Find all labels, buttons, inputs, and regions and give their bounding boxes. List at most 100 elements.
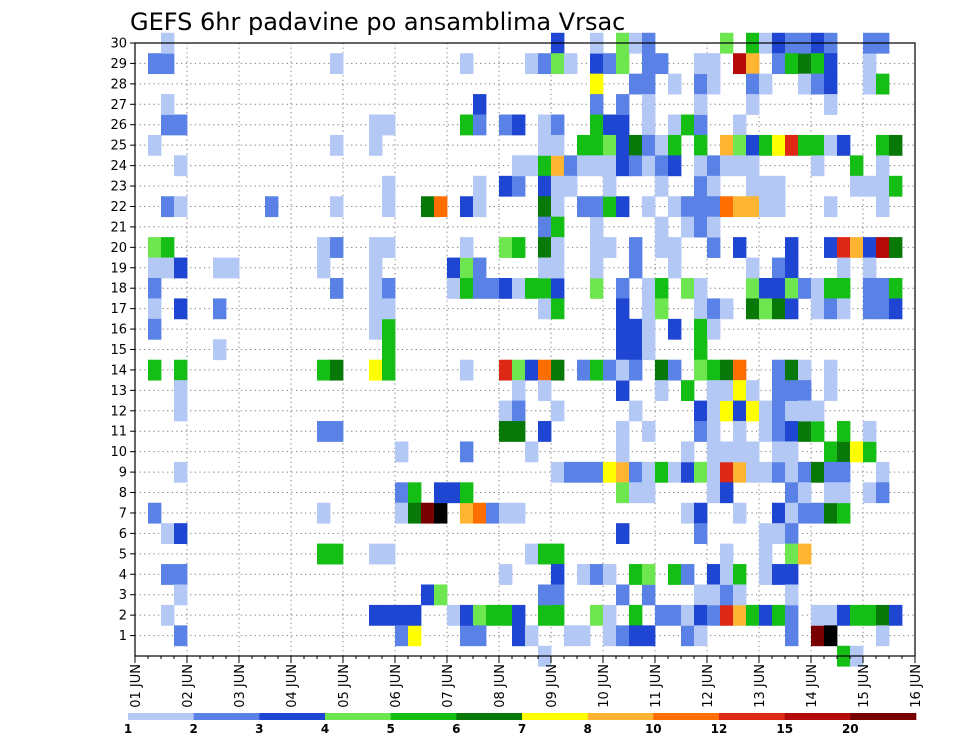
precip-cell xyxy=(590,237,604,258)
precip-cell xyxy=(733,564,747,585)
precip-cell xyxy=(551,461,565,483)
precip-cell xyxy=(681,196,695,218)
precip-cell xyxy=(785,604,799,626)
precip-cell xyxy=(681,114,695,136)
precip-cell xyxy=(382,543,396,565)
precip-cell xyxy=(668,257,682,279)
precip-cell xyxy=(499,421,513,442)
precip-cell xyxy=(434,482,448,504)
precip-cell xyxy=(629,359,643,381)
precip-cell xyxy=(746,175,760,197)
precip-cell xyxy=(837,441,851,463)
precip-cell xyxy=(512,155,526,177)
precip-cell xyxy=(655,134,669,156)
precip-cell xyxy=(772,400,786,422)
precip-cell xyxy=(590,155,604,177)
precip-cell xyxy=(447,257,461,279)
precip-cell xyxy=(668,73,682,95)
precip-cell xyxy=(629,604,643,626)
precip-cell xyxy=(395,502,409,524)
precip-cell xyxy=(447,482,461,504)
precip-cell xyxy=(148,318,162,340)
x-tick-label: 08 JUN xyxy=(493,664,508,708)
precip-cell xyxy=(616,359,630,381)
precip-cell xyxy=(733,400,747,422)
y-tick-label: 16 xyxy=(110,323,127,338)
precip-cell xyxy=(512,114,526,136)
precip-cell xyxy=(174,196,188,218)
precip-cell xyxy=(707,461,721,483)
precip-cell xyxy=(655,298,669,320)
precip-cell xyxy=(668,237,682,258)
precip-cell xyxy=(538,604,552,626)
precip-cell xyxy=(460,482,474,504)
precip-cell xyxy=(733,53,747,75)
precip-cell xyxy=(382,114,396,136)
precip-cell xyxy=(174,380,188,401)
precip-cell xyxy=(798,421,812,442)
precip-cell xyxy=(629,400,643,422)
precip-cell xyxy=(642,421,656,442)
precip-cell xyxy=(616,584,630,606)
precip-cell xyxy=(824,298,838,320)
precip-cell xyxy=(642,73,656,95)
precip-cell xyxy=(551,543,565,565)
legend-swatch xyxy=(850,713,917,720)
precip-cell xyxy=(681,216,695,238)
precip-cell xyxy=(798,482,812,504)
precip-cell xyxy=(551,216,565,238)
y-tick-label: 3 xyxy=(119,588,127,603)
precip-cell xyxy=(629,237,643,258)
precip-cell xyxy=(889,175,903,197)
precip-cell xyxy=(811,155,825,177)
precip-cell xyxy=(330,543,344,565)
precip-cell xyxy=(655,237,669,258)
precip-cell xyxy=(590,53,604,75)
precip-cell xyxy=(551,155,565,177)
precip-cell xyxy=(655,155,669,177)
chart-title: GEFS 6hr padavine po ansamblima Vrsac xyxy=(130,8,625,36)
precip-cell xyxy=(889,134,903,156)
precip-cell xyxy=(382,318,396,340)
precip-cell xyxy=(876,277,890,299)
precip-cell xyxy=(707,359,721,381)
precip-cell xyxy=(759,73,773,95)
precip-cell xyxy=(564,625,578,647)
precip-cell xyxy=(655,53,669,75)
precip-cell xyxy=(694,94,708,115)
precip-cell xyxy=(460,625,474,647)
precip-cell xyxy=(382,604,396,626)
precip-cell xyxy=(785,625,799,647)
y-tick-label: 23 xyxy=(110,180,127,195)
precip-cell xyxy=(616,94,630,115)
precip-cell xyxy=(707,564,721,585)
precip-cell xyxy=(863,237,877,258)
precip-cell xyxy=(681,461,695,483)
precip-cell xyxy=(512,421,526,442)
precip-cell xyxy=(681,604,695,626)
precip-cell xyxy=(824,73,838,95)
precip-cell xyxy=(460,359,474,381)
precip-cell xyxy=(694,134,708,156)
precip-cell xyxy=(681,380,695,401)
precip-cell xyxy=(551,400,565,422)
precip-cell xyxy=(538,216,552,238)
precip-cell xyxy=(668,359,682,381)
precip-cell xyxy=(837,277,851,299)
precip-cell xyxy=(655,380,669,401)
precip-cell xyxy=(551,564,565,585)
precip-cell xyxy=(603,237,617,258)
precip-cell xyxy=(655,604,669,626)
precip-cell xyxy=(785,421,799,442)
precip-cell xyxy=(538,277,552,299)
precip-cell xyxy=(811,298,825,320)
precip-cell xyxy=(395,441,409,463)
precip-cell xyxy=(148,359,162,381)
precip-cell xyxy=(655,175,669,197)
y-tick-label: 8 xyxy=(119,486,127,501)
precip-cell xyxy=(473,257,487,279)
precip-cell xyxy=(408,625,422,647)
precip-cell xyxy=(590,359,604,381)
precip-cell xyxy=(473,114,487,136)
precip-cell xyxy=(733,114,747,136)
